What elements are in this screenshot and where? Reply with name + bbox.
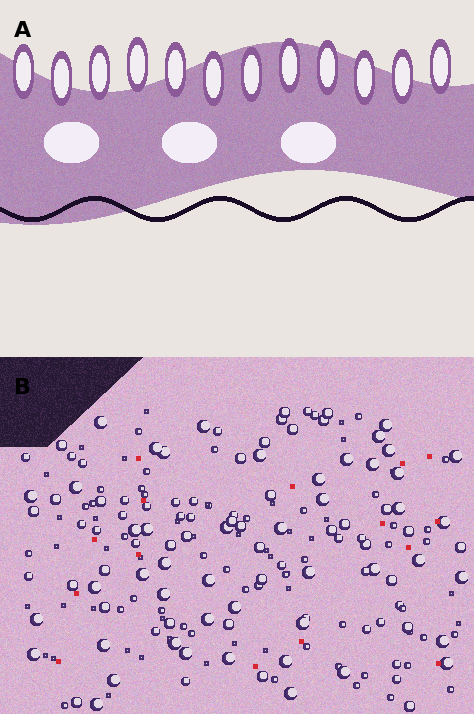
Text: B: B bbox=[14, 378, 31, 398]
Text: A: A bbox=[14, 21, 31, 41]
